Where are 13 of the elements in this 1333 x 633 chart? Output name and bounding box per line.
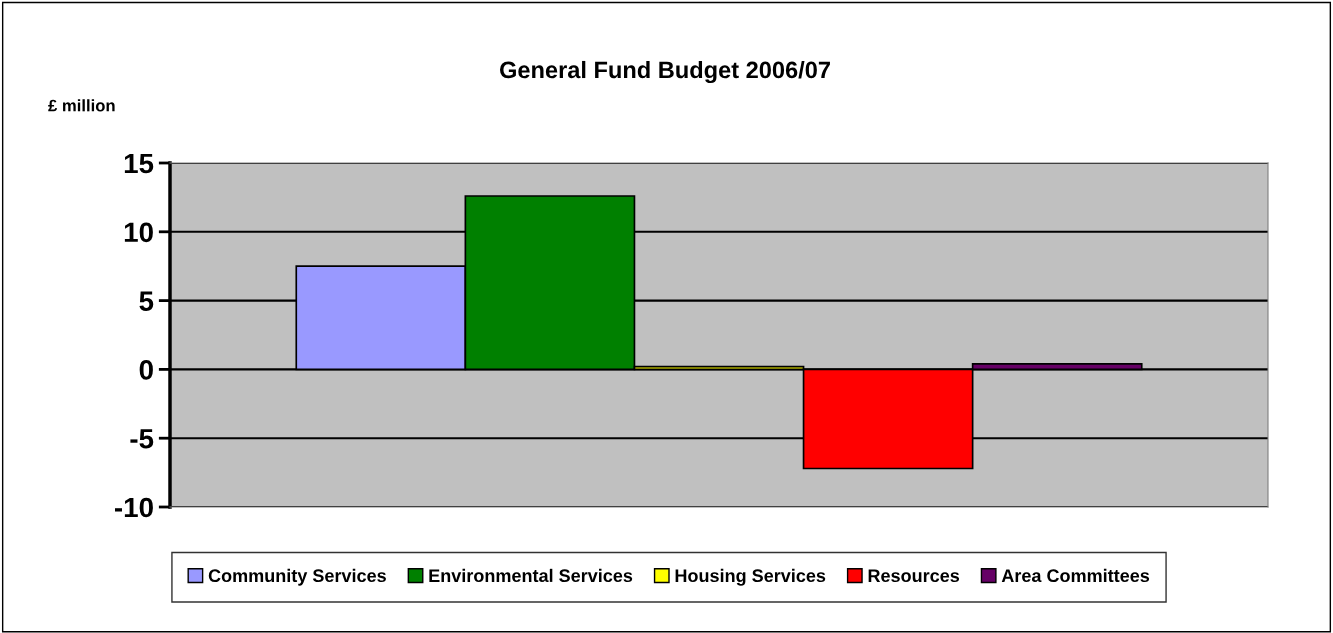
y-tick-label: -5: [130, 429, 154, 449]
y-tick-label: 5: [139, 291, 154, 311]
legend-label: Resources: [868, 569, 960, 583]
y-tick-label: 10: [124, 222, 153, 243]
legend-label: Community Services: [208, 568, 386, 586]
legend-label: Housing Services: [675, 568, 826, 586]
legend-label: Environmental Services: [429, 568, 633, 583]
y-tick-label: 15: [124, 153, 154, 174]
chart-title: General Fund Budget 2006/07: [500, 60, 830, 84]
y-axis-title: £ million: [48, 99, 115, 112]
y-tick-label: 0: [139, 360, 153, 380]
y-tick-label: -10: [114, 497, 153, 518]
legend-label: Area Committees: [1001, 568, 1150, 583]
